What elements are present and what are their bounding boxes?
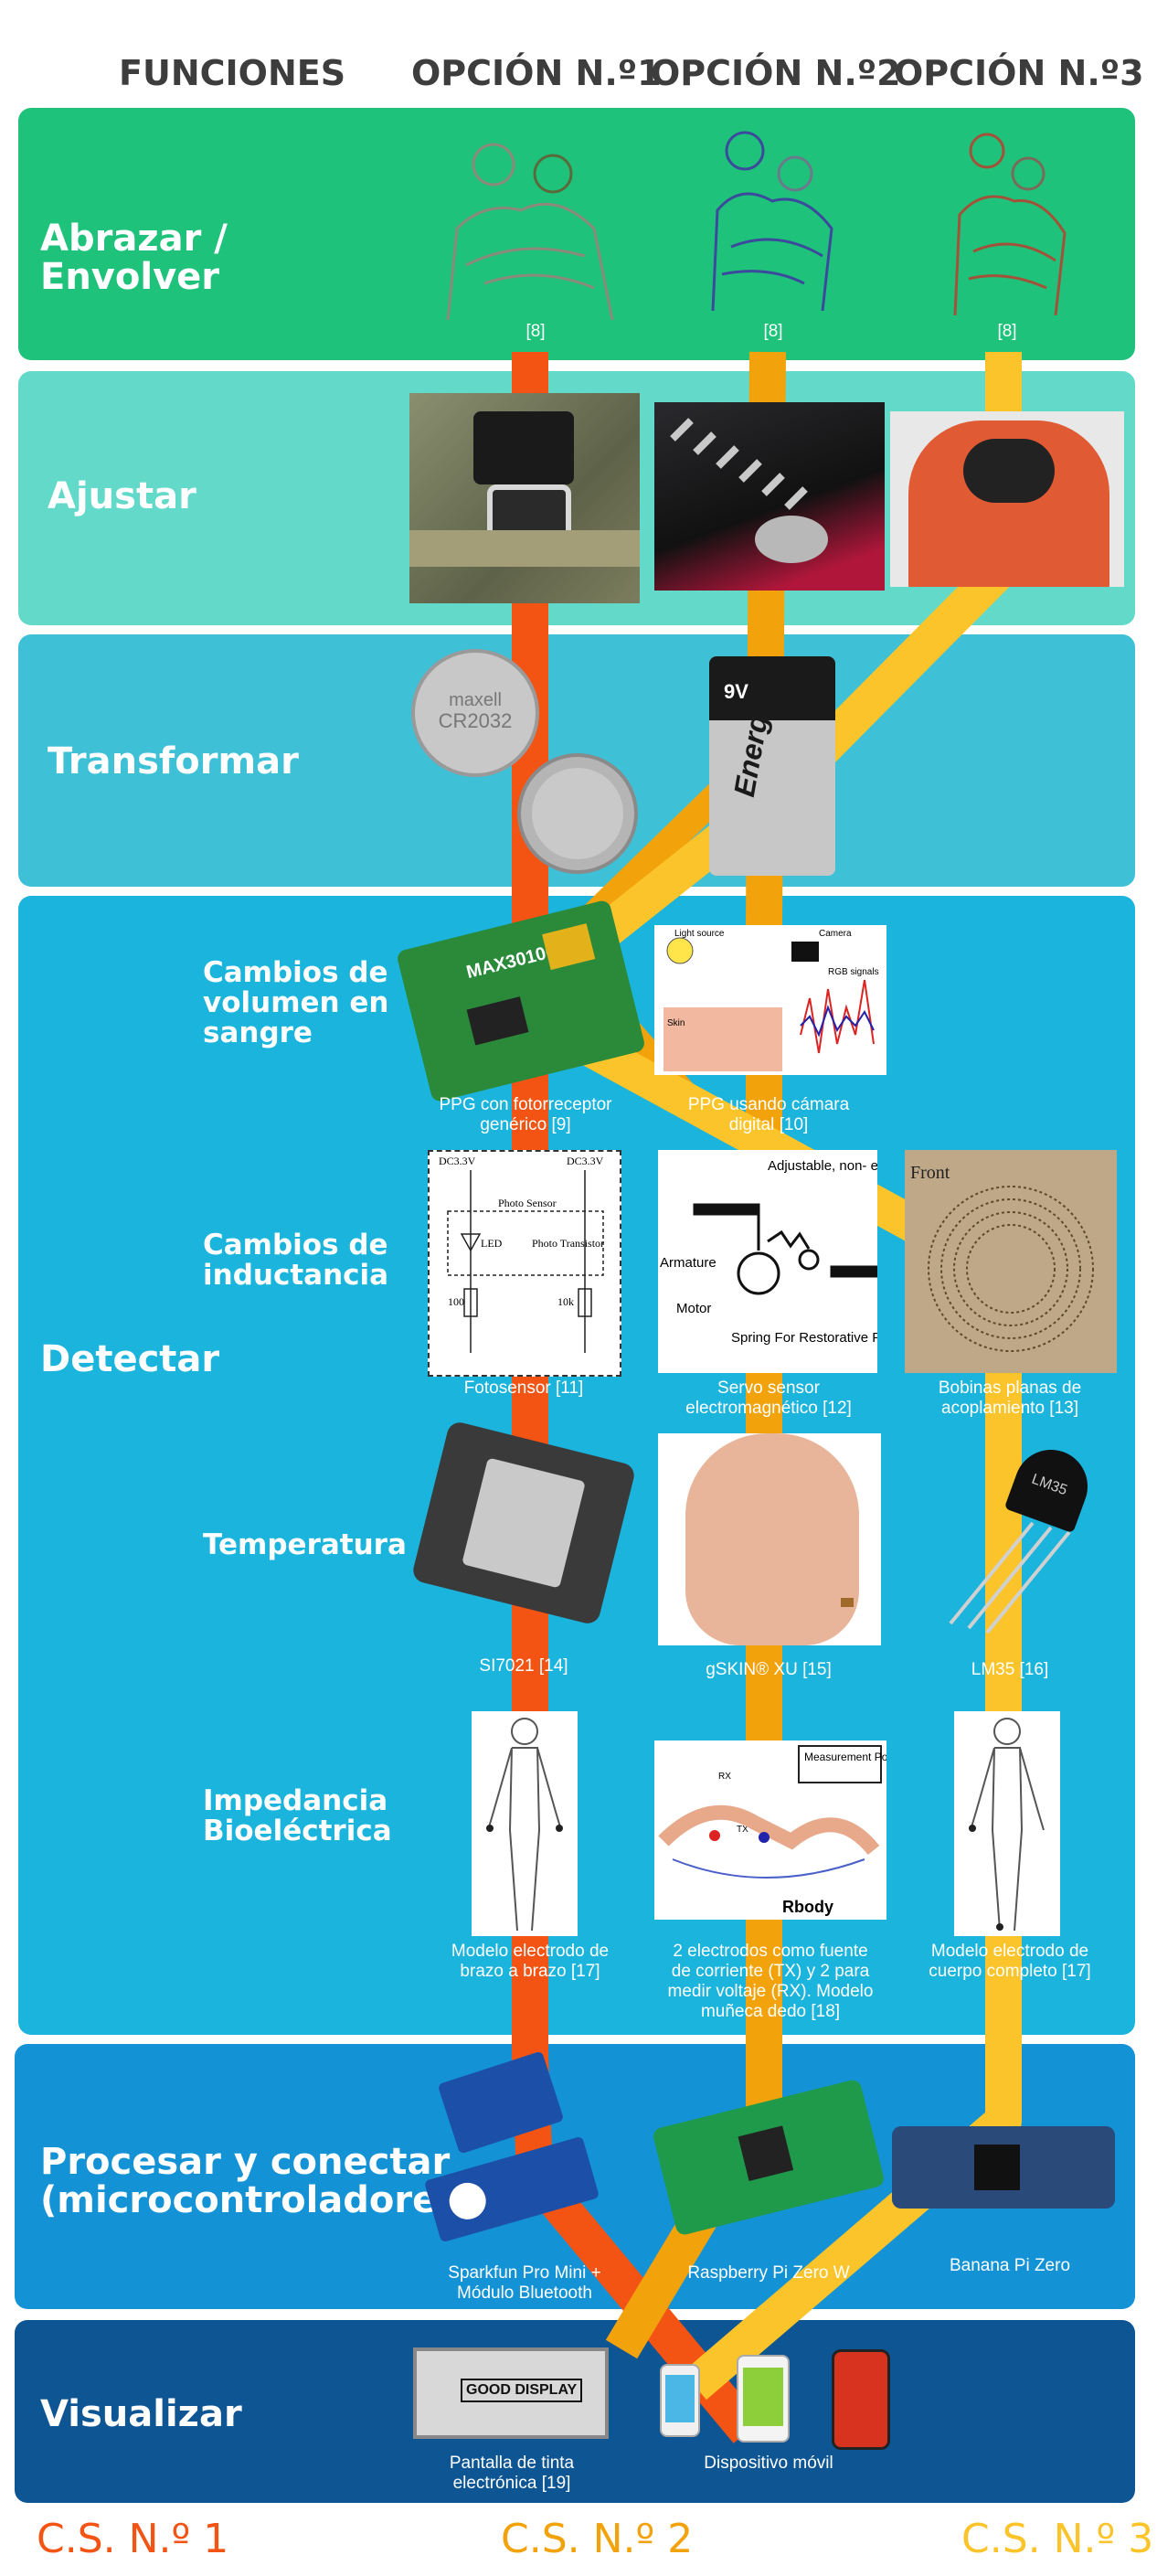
body-full: [954, 1711, 1060, 1936]
hug-ref-3: [8]: [997, 322, 1017, 341]
label-transform: Transformar: [48, 740, 299, 782]
diag-camera: Camera: [819, 929, 852, 939]
circuit-vcc1: DC3.3V: [439, 1155, 476, 1167]
hug-sketch-3: [953, 133, 1067, 315]
phone-red-photo: [832, 2349, 890, 2450]
servo-armature: Armature: [660, 1255, 716, 1271]
body-arm-to-arm: [472, 1711, 578, 1936]
photosensor-circuit: DC3.3V DC3.3V Photo Sensor LED Photo Tra…: [428, 1150, 621, 1377]
label-impedance: Impedancia Bioeléctrica: [203, 1784, 392, 1847]
eink-display-photo: GOOD DISPLAY: [413, 2347, 609, 2439]
header-option-2: OPCIÓN N.º2: [651, 53, 901, 93]
footer-cs-3: C.S. N.º 3: [961, 2516, 1154, 2562]
header-functions: FUNCIONES: [119, 53, 346, 93]
circuit-vcc2: DC3.3V: [567, 1155, 604, 1167]
buckle-photo: [409, 393, 640, 603]
header-option-1: OPCIÓN N.º1: [411, 53, 662, 93]
caption-flat-coils: Bobinas planas de acoplamiento [13]: [938, 1378, 1082, 1418]
rx-label: RX: [718, 1772, 731, 1782]
label-blood-volume: Cambios de volumen en sangre: [203, 956, 389, 1049]
footer-cs-1: C.S. N.º 1: [37, 2516, 229, 2562]
circuit-r2: 10k: [557, 1295, 574, 1308]
diag-skin: Skin: [667, 1018, 685, 1028]
pcb-text: MAX30100: [464, 941, 558, 984]
rbody-label: Rbody: [782, 1898, 833, 1916]
label-visualize: Visualizar: [40, 2393, 242, 2435]
caption-gskin: gSKIN® XU [15]: [706, 1660, 832, 1679]
label-detect: Detectar: [40, 1338, 220, 1380]
band-hug: [18, 108, 1135, 360]
servo-wire: Adjustable, non- elastic wire: [768, 1158, 877, 1174]
caption-sparkfun: Sparkfun Pro Mini + Módulo Bluetooth: [448, 2263, 601, 2303]
label-adjust: Ajustar: [48, 475, 196, 517]
circuit-led: LED: [481, 1237, 503, 1250]
hug-ref-2: [8]: [763, 322, 783, 341]
caption-lm35: LM35 [16]: [971, 1660, 1049, 1679]
caption-servo-sensor: Servo sensor electromagnético [12]: [685, 1378, 852, 1418]
eink-text: GOOD DISPLAY: [461, 2379, 583, 2402]
servo-spring: Spring For Restorative Force: [731, 1330, 877, 1346]
caption-ppg-photoreceptor: PPG con fotorreceptor genérico [9]: [439, 1095, 612, 1134]
caption-photosensor: Fotosensor [11]: [463, 1378, 584, 1398]
phone-white-photo: [660, 2364, 700, 2437]
footer-cs-2: C.S. N.º 2: [501, 2516, 694, 2562]
caption-eink: Pantalla de tinta electrónica [19]: [449, 2454, 575, 2493]
zipper-photo: [654, 402, 885, 591]
caption-wrist-finger: 2 electrodos como fuente de corriente (T…: [667, 1942, 874, 2021]
circuit-sensor: Photo Sensor: [498, 1197, 557, 1209]
coin-model: CR2032: [439, 709, 513, 732]
hug-sketch-2: [711, 131, 833, 311]
hug-ref-1: [8]: [525, 322, 546, 341]
caption-ppg-camera: PPG usando cámara digital [10]: [687, 1095, 850, 1134]
jacket-photo: [890, 411, 1124, 587]
label-temperature: Temperatura: [203, 1528, 407, 1561]
coil-label: Front: [910, 1163, 950, 1183]
caption-si7021: SI7021 [14]: [479, 1656, 568, 1676]
battery-9v-photo: 9V Energizer: [709, 656, 835, 876]
servo-sensor-diagram: Adjustable, non- elastic wire Armature M…: [658, 1150, 877, 1373]
measurement-label: Measurement Point: [804, 1751, 886, 1763]
circuit-r1: 100: [448, 1295, 464, 1308]
gskin-finger-photo: [658, 1433, 881, 1645]
caption-banana: Banana Pi Zero: [949, 2256, 1071, 2275]
tx-label: TX: [737, 1825, 748, 1835]
diag-light: Light source: [674, 929, 725, 939]
ppg-camera-diagram: Light source Camera RGB signals Skin: [654, 925, 886, 1075]
coin-brand: maxell: [449, 690, 502, 710]
battery-volt: 9V: [724, 680, 748, 703]
servo-motor: Motor: [676, 1301, 711, 1316]
caption-arm-to-arm: Modelo electrodo de brazo a brazo [17]: [451, 1942, 610, 1981]
diag-rgb: RGB signals: [828, 967, 879, 977]
phone-white-green-photo: [737, 2355, 790, 2443]
caption-mobile: Dispositivo móvil: [704, 2454, 833, 2473]
banana-pi-zero-photo: [892, 2126, 1115, 2209]
path-option-3: [494, 352, 1022, 2400]
lm35-photo: LM35: [923, 1441, 1106, 1642]
caption-full-body: Modelo electrodo de cuerpo completo [17]: [929, 1942, 1091, 1981]
caption-raspberry: Raspberry Pi Zero W: [687, 2263, 850, 2283]
wrist-finger-diagram: Measurement Point Rbody RX TX: [654, 1740, 886, 1920]
header-option-3: OPCIÓN N.º3: [894, 53, 1144, 93]
flat-coils-photo: Front: [905, 1150, 1117, 1373]
label-hug: Abrazar / Envolver: [40, 218, 228, 298]
hug-sketch-1: [446, 143, 614, 320]
label-inductance: Cambios de inductancia: [203, 1229, 389, 1292]
circuit-trans: Photo Transistor: [532, 1237, 604, 1250]
coin-cell-photo: maxell CR2032: [411, 649, 539, 777]
coin-cell-back-photo: [517, 753, 638, 874]
label-process: Procesar y conectar (microcontroladores): [40, 2141, 476, 2221]
